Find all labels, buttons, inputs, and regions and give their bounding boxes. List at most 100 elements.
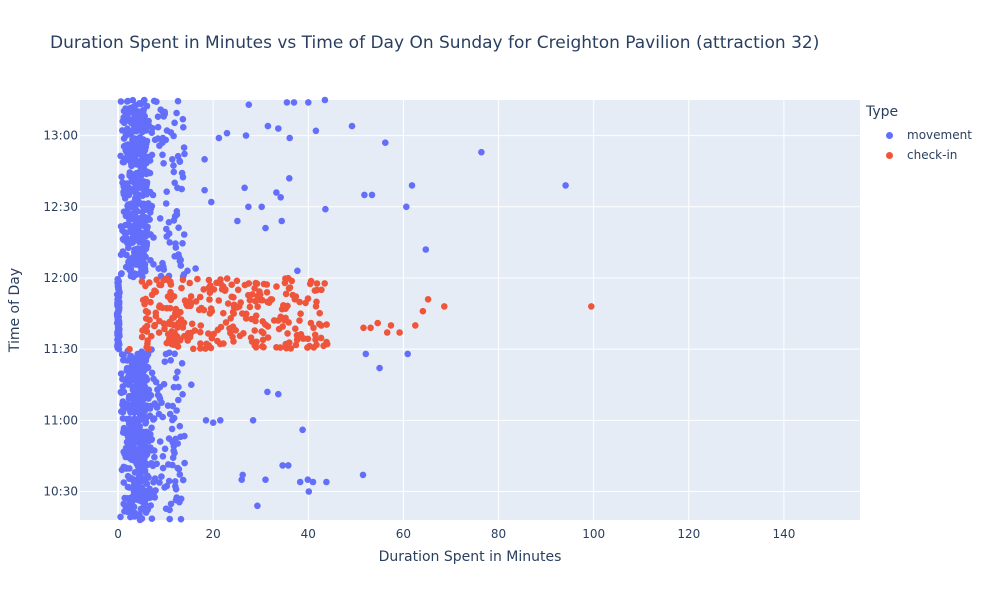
movement-point xyxy=(179,476,187,484)
movement-point xyxy=(275,125,282,132)
movement-point xyxy=(118,173,125,181)
movement-point xyxy=(145,386,153,394)
movement-point xyxy=(404,350,412,358)
check-in-point xyxy=(254,303,261,311)
movement-point xyxy=(179,391,186,398)
check-in-point xyxy=(316,309,324,317)
x-tick-label: 60 xyxy=(396,527,411,541)
movement-point xyxy=(120,143,128,150)
movement-point xyxy=(163,188,170,195)
movement-point xyxy=(143,239,151,247)
movement-point xyxy=(120,500,127,508)
movement-point xyxy=(145,438,152,445)
check-in-point xyxy=(419,307,427,315)
check-in-point xyxy=(139,296,147,304)
check-in-point xyxy=(206,296,213,303)
check-in-point xyxy=(292,341,300,349)
movement-point xyxy=(117,388,125,396)
movement-point xyxy=(118,466,126,474)
y-tick-label: 10:30 xyxy=(43,485,78,499)
movement-point xyxy=(176,471,184,478)
movement-point xyxy=(119,375,126,383)
movement-point xyxy=(129,394,136,401)
check-in-point xyxy=(284,302,291,310)
movement-point xyxy=(138,377,145,384)
check-in-point xyxy=(220,309,227,317)
movement-point xyxy=(124,154,131,161)
check-in-point xyxy=(197,345,204,352)
y-tick-label: 13:00 xyxy=(43,129,78,143)
check-in-point xyxy=(174,343,182,350)
legend-label-check-in: check-in xyxy=(907,148,958,162)
movement-point xyxy=(129,96,137,104)
movement-point xyxy=(154,113,162,120)
movement-point xyxy=(148,369,156,377)
check-in-point xyxy=(143,328,151,335)
movement-point xyxy=(170,168,178,176)
movement-point xyxy=(151,453,158,461)
movement-point xyxy=(161,358,169,366)
movement-point xyxy=(117,98,125,105)
check-in-point xyxy=(304,335,312,343)
movement-point xyxy=(161,484,168,491)
movement-point xyxy=(133,483,141,490)
movement-point xyxy=(148,424,155,432)
movement-point xyxy=(174,152,182,160)
movement-point xyxy=(121,508,128,515)
movement-point xyxy=(161,445,169,453)
movement-point xyxy=(137,167,144,174)
movement-point xyxy=(126,415,133,423)
movement-point xyxy=(117,152,124,160)
check-in-point xyxy=(217,280,224,288)
movement-point xyxy=(180,144,188,151)
movement-point xyxy=(151,494,159,501)
movement-point xyxy=(144,363,151,371)
movement-point xyxy=(294,267,301,275)
movement-point xyxy=(133,145,141,152)
check-in-point xyxy=(260,329,267,337)
check-in-point xyxy=(374,319,382,327)
check-in-point xyxy=(155,329,163,336)
movement-point xyxy=(408,182,416,189)
movement-point xyxy=(120,356,127,364)
check-in-point xyxy=(252,297,259,305)
movement-point xyxy=(127,352,135,360)
movement-point xyxy=(153,460,160,468)
check-in-point xyxy=(152,312,160,320)
check-in-point xyxy=(323,340,331,348)
x-tick-label: 40 xyxy=(301,527,316,541)
movement-point xyxy=(138,267,145,274)
legend-item-movement[interactable]: movement xyxy=(866,125,972,145)
legend-item-check-in[interactable]: check-in xyxy=(866,145,972,165)
x-tick-label: 80 xyxy=(491,527,506,541)
check-in-point xyxy=(306,280,314,288)
movement-point xyxy=(285,462,292,469)
check-in-point xyxy=(142,307,150,315)
check-in-point xyxy=(174,338,181,346)
movement-point xyxy=(180,231,188,238)
check-in-point xyxy=(151,321,159,329)
movement-point xyxy=(141,147,149,154)
movement-point xyxy=(159,151,166,159)
check-in-point xyxy=(205,276,213,284)
check-in-point xyxy=(252,317,259,325)
check-in-point xyxy=(367,324,374,332)
movement-point xyxy=(151,475,159,482)
movement-point xyxy=(148,151,156,159)
check-in-point xyxy=(215,297,223,304)
check-in-point xyxy=(296,317,303,324)
movement-point xyxy=(171,350,178,358)
movement-point xyxy=(138,478,146,485)
movement-point xyxy=(170,414,178,422)
movement-point xyxy=(117,513,124,521)
chart-title: Duration Spent in Minutes vs Time of Day… xyxy=(50,33,820,53)
movement-point xyxy=(215,134,223,142)
movement-point xyxy=(124,236,131,243)
movement-point xyxy=(275,390,282,398)
check-in-point xyxy=(317,334,325,342)
movement-point xyxy=(131,415,138,422)
check-in-point xyxy=(383,329,391,336)
check-in-point xyxy=(167,288,174,296)
y-axis-ticks: 10:30 11:00 11:30 12:00 12:30 13:00 xyxy=(43,129,78,499)
